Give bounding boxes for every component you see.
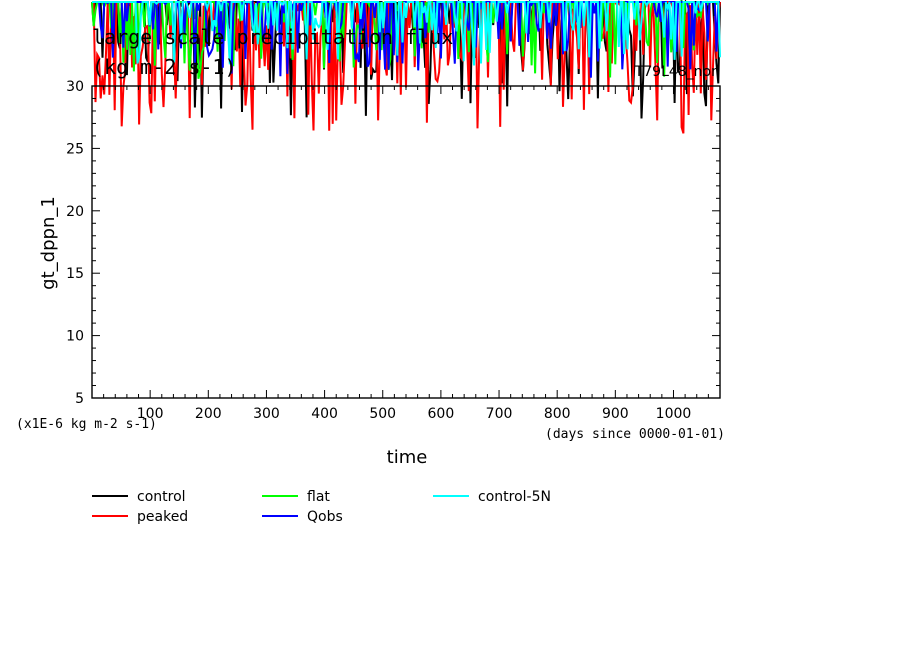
series-line-control-5n <box>92 0 721 66</box>
x-tick-label: 200 <box>195 406 222 422</box>
y-tick-label: 5 <box>75 391 84 407</box>
series-layer <box>91 0 721 134</box>
x-tick-label: 400 <box>311 406 338 422</box>
legend: control peaked flat Qobs control-5N <box>92 489 551 525</box>
y-tick-label: 10 <box>66 329 84 345</box>
y-axis-label: gt_dppn_1 <box>38 196 59 290</box>
plot-frame <box>91 85 721 399</box>
legend-label: control <box>137 489 186 505</box>
x-tick-label: 900 <box>602 406 629 422</box>
axes-layer: 100 200 300 400 500 600 700 800 900 1000 5 10 15 20 25… <box>66 79 721 422</box>
y-tick-label: 25 <box>66 141 84 157</box>
y-scale-note: (x1E-6 kg m-2 s-1) <box>16 417 157 432</box>
chart-title: large scale precipitation flux <box>92 25 453 49</box>
legend-label: control-5N <box>478 489 551 505</box>
x-tick-label: 600 <box>428 406 455 422</box>
legend-label: flat <box>307 489 330 505</box>
units-line: (kg m-2 s-1) <box>92 55 237 79</box>
x-units-note: (days since 0000-01-01) <box>545 427 725 442</box>
y-tick-label: 30 <box>66 79 84 95</box>
x-tick-label: 1000 <box>656 406 692 422</box>
y-tick-label: 20 <box>66 204 84 220</box>
x-tick-label: 100 <box>137 406 164 422</box>
x-tick-label: 800 <box>544 406 571 422</box>
x-tick-label: 700 <box>486 406 513 422</box>
legend-label: peaked <box>137 509 188 525</box>
y-tick-label: 15 <box>66 266 84 282</box>
x-tick-label: 500 <box>369 406 396 422</box>
x-axis-label: time <box>387 447 428 468</box>
legend-label: Qobs <box>307 509 343 525</box>
run-label: T79L48_non <box>634 64 720 80</box>
x-tick-label: 300 <box>253 406 280 422</box>
